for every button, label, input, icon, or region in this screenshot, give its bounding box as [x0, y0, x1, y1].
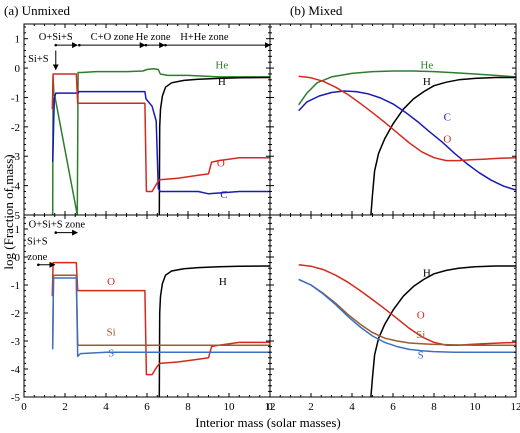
zone-arrow-tail: [164, 43, 167, 47]
series-line-he-a_top: [51, 67, 270, 215]
y-tick-label: 1: [15, 34, 21, 46]
series-label-o-a_bottom: O: [107, 276, 115, 288]
panel-b_bottom: H O Si S 0 2 4 6 8 10 12: [267, 214, 520, 413]
y-axis-label: log (Fraction of mass): [1, 154, 16, 269]
series-label-s-a_bottom: S: [108, 347, 114, 359]
x-tick-label: 4: [103, 401, 109, 413]
series-label-h-a_bottom: H: [219, 276, 227, 288]
y-tick-label: -3: [11, 151, 21, 163]
y-tick-label: -4: [11, 364, 21, 376]
y-tick-label: -4: [11, 181, 21, 193]
panel-title-a_top: (a) Unmixed: [4, 3, 71, 18]
series-line-o-b_bottom: [298, 264, 516, 346]
x-tick-label: 2: [62, 401, 68, 413]
zone-arrow-tail: [37, 263, 40, 267]
series-label-s-b_bottom: S: [418, 349, 424, 361]
x-tick-label: 6: [390, 401, 396, 413]
x-tick-label: 0: [267, 401, 273, 413]
series-line-si-a_bottom: [51, 274, 270, 347]
series-label-si-a_bottom: Si: [107, 326, 116, 338]
series-label-o-b_top: O: [443, 133, 451, 145]
series-line-s-a_bottom: [51, 277, 270, 358]
zone-arrow-tail: [144, 43, 148, 47]
x-tick-label: 10: [224, 401, 236, 413]
y-tick-label: 1: [15, 224, 21, 236]
plot-frame-b_top: [269, 23, 517, 216]
plot-frame-b_bottom: [269, 214, 517, 398]
x-tick-label: 12: [511, 401, 520, 413]
panel-b_top: He H CO (b) Mixed: [269, 3, 517, 216]
series-line-c-b_top: [298, 90, 516, 191]
zone-annotation: C+O zone: [91, 32, 134, 43]
x-tick-label: 6: [144, 401, 150, 413]
y-tick-label: -3: [11, 336, 21, 348]
series-label-he-b_top: He: [420, 60, 433, 72]
zone-annotation: He zone: [136, 32, 171, 43]
x-tick-label: 8: [185, 401, 191, 413]
zone-annotation: O+Si+S zone: [29, 220, 86, 231]
series-label-si-b_bottom: Si: [416, 329, 425, 341]
x-axis-label: Interior mass (solar masses): [195, 415, 341, 430]
series-line-o-b_top: [298, 75, 516, 162]
panel-title-b_top: (b) Mixed: [290, 3, 343, 18]
zone-annotation: Si+S: [27, 236, 48, 247]
x-tick-label: 8: [431, 401, 437, 413]
y-tick-label: 0: [15, 252, 21, 264]
series-label-he-a_top: He: [215, 60, 228, 72]
series-line-c-a_top: [51, 90, 270, 195]
series-line-o-a_top: [51, 73, 270, 193]
series-label-o-a_top: O: [217, 158, 225, 170]
series-line-o-a_bottom: [51, 261, 270, 376]
series-line-h-a_top: [158, 76, 270, 215]
series-line-s-b_bottom: [298, 278, 516, 353]
zone-arrow-tail: [54, 43, 58, 47]
zone-arrow-tail: [78, 43, 81, 47]
x-tick-label: 2: [308, 401, 314, 413]
panel-a_top: He H C O -5 -4 -3 -2 -1 0 1 (a) Unmixed O+Si+S C+O zo…: [4, 3, 271, 222]
y-tick-label: -5: [11, 210, 21, 222]
series-line-h-a_bottom: [158, 265, 270, 397]
zone-annotation: zone: [27, 252, 47, 263]
y-tick-label: -5: [11, 392, 21, 404]
y-tick-label: -1: [11, 92, 20, 104]
x-tick-label: 12: [265, 401, 276, 413]
zone-annotation: O+Si+S: [39, 32, 73, 43]
y-tick-label: -2: [11, 122, 20, 134]
zone-annotation: H+He zone: [180, 32, 229, 43]
series-label-c-a_top: C: [220, 189, 227, 201]
zone-annotation: Si+S: [28, 54, 49, 65]
series-line-si-b_bottom: [298, 278, 516, 346]
series-label-h-b_top: H: [423, 76, 431, 88]
series-label-h-a_top: H: [218, 76, 226, 88]
series-line-he-b_top: [298, 70, 516, 106]
y-tick-label: -1: [11, 280, 20, 292]
series-line-h-b_top: [370, 76, 516, 215]
series-label-h-b_bottom: H: [423, 268, 431, 280]
series-label-o-b_bottom: O: [417, 310, 425, 322]
y-tick-label: -2: [11, 308, 20, 320]
x-tick-label: 0: [21, 401, 27, 413]
x-tick-label: 4: [349, 401, 355, 413]
series-line-h-b_bottom: [370, 265, 516, 397]
zone-arrow-tail: [54, 231, 58, 234]
y-tick-label: 0: [15, 63, 21, 75]
series-label-c-b_top: C: [444, 111, 451, 123]
x-tick-label: 10: [470, 401, 482, 413]
